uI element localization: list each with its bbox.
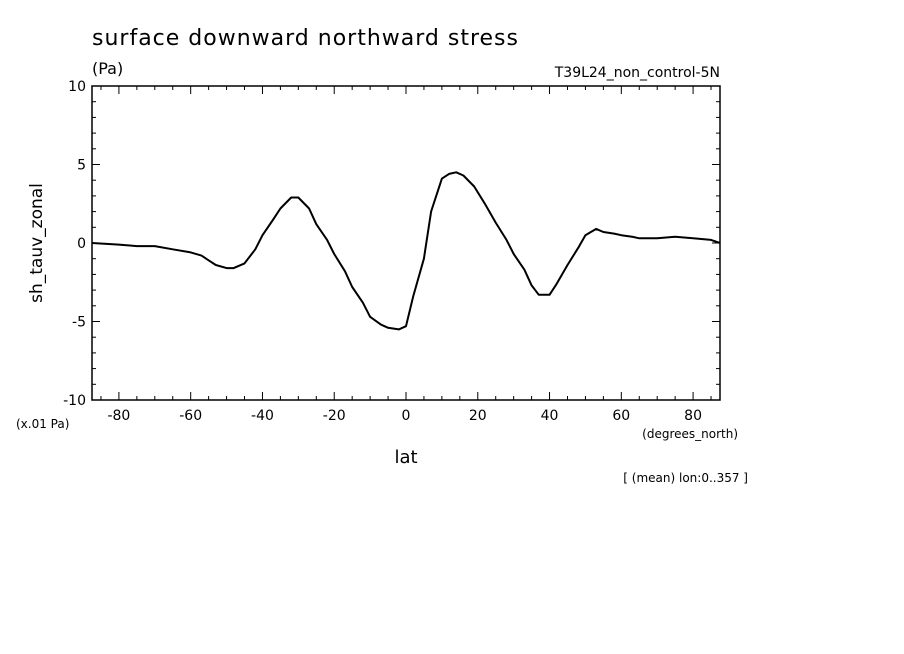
y-scale-note: (x.01 Pa) (16, 417, 69, 431)
series-line (91, 171, 721, 331)
x-tick-label: 80 (684, 408, 702, 424)
x-tick-label: 0 (402, 408, 411, 424)
x-tick-label: 60 (612, 408, 630, 424)
run-label: T39L24_non_control-5N (554, 65, 720, 81)
x-tick-label: -60 (179, 408, 202, 424)
x-tick-label: 40 (541, 408, 559, 424)
x-tick-label: -80 (107, 408, 130, 424)
axis-ticks (92, 85, 720, 401)
y-tick-label: 0 (77, 236, 86, 252)
x-axis-label: lat (394, 447, 417, 468)
footnote: [ (mean) lon:0..357 ] (623, 471, 748, 485)
x-tick-labels: -80 -60 -40 -20 0 20 40 60 80 (107, 408, 702, 424)
chart-title: surface downward northward stress (92, 26, 519, 51)
y-tick-labels: -10 -5 0 5 10 (63, 79, 86, 409)
y-tick-label: 5 (77, 158, 86, 174)
y-tick-label: 10 (68, 79, 86, 95)
y-tick-label: -5 (72, 315, 86, 331)
y-tick-label: -10 (63, 393, 86, 409)
y-axis-label: sh_tauv_zonal (27, 183, 47, 303)
x-units-label: (degrees_north) (642, 427, 738, 441)
plot-frame (91, 85, 721, 401)
units-label: (Pa) (92, 59, 123, 78)
x-tick-label: -20 (323, 408, 346, 424)
x-tick-label: 20 (469, 408, 487, 424)
x-tick-label: -40 (251, 408, 274, 424)
